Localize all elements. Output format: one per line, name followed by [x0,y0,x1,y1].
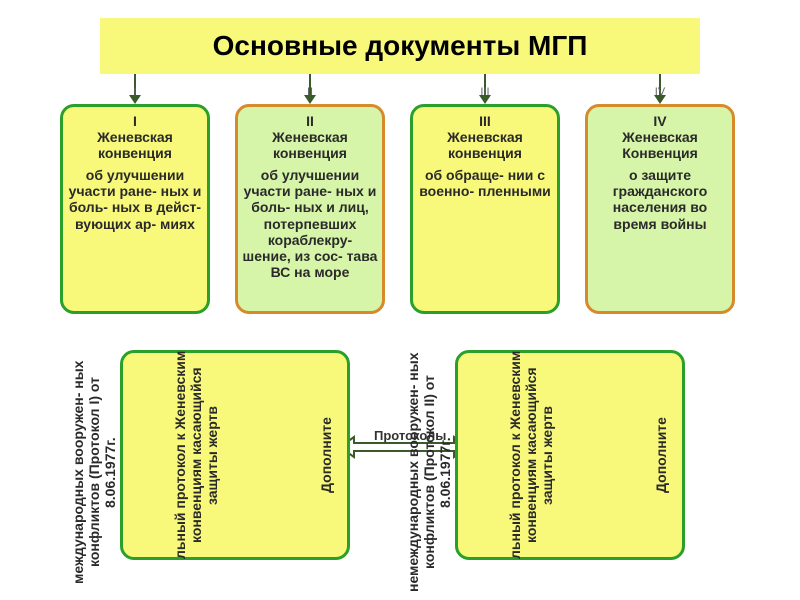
card-body: о защите гражданского населения во время… [592,167,728,231]
card-body: об улучшении участи ране- ных и боль- ны… [242,167,378,280]
protocol-tail-2: немеждународных вооружен- ных конфликтов… [405,350,505,595]
card-title: IVЖеневская Конвенция [592,113,728,161]
card-title: IIЖеневская конвенция [242,113,378,161]
convention-card-4: IVЖеневская Конвенция о защите гражданск… [585,104,735,314]
convention-card-2: IIЖеневская конвенция об улучшении участ… [235,104,385,314]
roman-2: II [235,86,385,98]
card-body: об обраще- нии с военно- пленными [417,167,553,199]
roman-3: III [410,86,560,98]
card-body: об улучшении участи ране- ных и боль- ны… [67,167,203,231]
convention-card-1: IЖеневская конвенция об улучшении участи… [60,104,210,314]
roman-4: IV [585,86,735,98]
card-title: IIIЖеневская конвенция [417,113,553,161]
protocol-tail-1: международных вооружен- ных конфликтов (… [70,350,170,595]
protocol-body-1: льный протокол к Женевским конвенциям ка… [172,350,312,560]
page-title: Основные документы МГП [100,18,700,74]
protocol-body-2: льный протокол к Женевским конвенциям ка… [507,350,647,560]
protocol-header-2: Дополните [653,350,669,560]
protocol-header-1: Дополните [318,350,334,560]
roman-1: I [60,86,210,98]
card-title: IЖеневская конвенция [67,113,203,161]
convention-card-3: IIIЖеневская конвенция об обраще- нии с … [410,104,560,314]
